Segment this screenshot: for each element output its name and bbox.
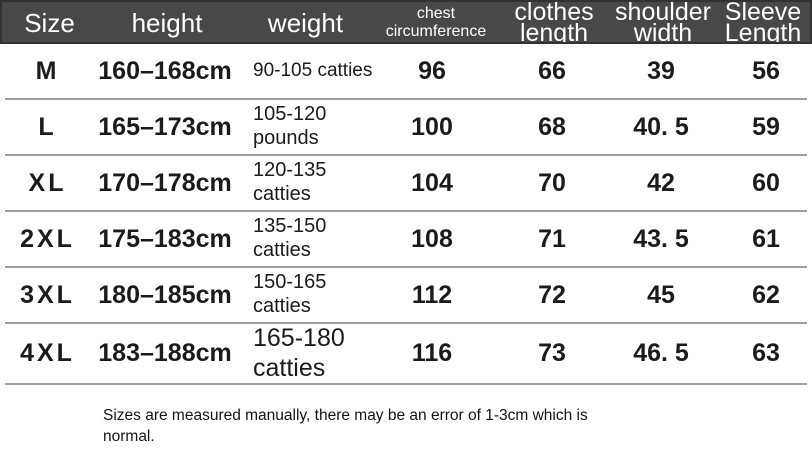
table-row: 2XL 175–183cm 135-150 catties 108 71 43.…	[0, 212, 812, 266]
cell-sleeve: 60	[752, 168, 780, 197]
table-row: XL 170–178cm 120-135 catties 104 70 42 6…	[0, 156, 812, 210]
row-divider	[5, 322, 807, 324]
cell-clothes: 68	[538, 112, 566, 141]
cell-chest: 104	[411, 168, 453, 197]
cell-clothes: 73	[538, 339, 566, 367]
column-header-weight: weight	[267, 7, 344, 38]
cell-size: 4XL	[20, 339, 75, 367]
cell-size: L	[38, 112, 57, 141]
row-divider	[5, 98, 807, 100]
measurement-disclaimer: Sizes are measured manually, there may b…	[103, 407, 588, 446]
cell-height: 170–178cm	[98, 168, 232, 197]
cell-sleeve: 61	[752, 224, 780, 253]
cell-clothes: 66	[538, 56, 566, 85]
cell-sleeve: 63	[752, 339, 780, 367]
cell-chest: 108	[411, 224, 453, 253]
cell-height: 160–168cm	[98, 56, 232, 85]
cell-shoulder: 43. 5	[633, 224, 689, 253]
cell-size: 2XL	[20, 224, 75, 253]
table-row: M 160–168cm 90-105 catties 96 66 39 56	[0, 44, 812, 98]
table-row: L 165–173cm 105-120 pounds 100 68 40. 5 …	[0, 100, 812, 154]
cell-sleeve: 62	[752, 280, 780, 309]
cell-size: 3XL	[20, 280, 75, 309]
column-header-shoulder-width: shoulder width	[615, 0, 711, 44]
cell-shoulder: 39	[647, 56, 675, 85]
row-divider	[5, 383, 807, 385]
table-row: 4XL 183–188cm 165-180 catties 116 73 46.…	[0, 324, 812, 383]
cell-weight: 105-120 pounds	[253, 103, 327, 149]
column-header-sleeve-length: Sleeve Length	[724, 0, 802, 44]
cell-weight: 165-180 catties	[253, 324, 345, 382]
cell-sleeve: 59	[752, 112, 780, 141]
column-header-chest-circumference: chest circumference	[385, 5, 487, 40]
cell-size: XL	[28, 168, 67, 197]
cell-clothes: 70	[538, 168, 566, 197]
cell-chest: 96	[418, 56, 446, 85]
cell-chest: 100	[411, 112, 453, 141]
column-header-clothes-length: clothes length	[514, 0, 594, 44]
cell-chest: 112	[411, 280, 453, 309]
size-chart-header-row: Size height weight chest circumference c…	[0, 0, 812, 44]
row-divider	[5, 210, 807, 212]
cell-sleeve: 56	[752, 56, 780, 85]
cell-shoulder: 40. 5	[633, 112, 689, 141]
cell-height: 180–185cm	[98, 280, 232, 309]
cell-height: 175–183cm	[98, 224, 232, 253]
column-header-size: Size	[24, 7, 75, 38]
cell-shoulder: 46. 5	[633, 339, 689, 367]
cell-weight: 135-150 catties	[253, 215, 327, 261]
cell-weight: 150-165 catties	[253, 271, 327, 317]
column-header-height: height	[131, 7, 203, 38]
row-divider	[5, 154, 807, 156]
cell-size: M	[35, 56, 60, 85]
cell-shoulder: 42	[647, 168, 675, 197]
cell-clothes: 71	[538, 224, 566, 253]
cell-chest: 116	[411, 339, 453, 367]
cell-clothes: 72	[538, 280, 566, 309]
table-row: 3XL 180–185cm 150-165 catties 112 72 45 …	[0, 268, 812, 322]
cell-weight: 120-135 catties	[253, 159, 327, 205]
cell-weight: 90-105 catties	[253, 59, 373, 81]
cell-height: 165–173cm	[98, 112, 232, 141]
cell-height: 183–188cm	[98, 339, 232, 367]
cell-shoulder: 45	[647, 280, 675, 309]
row-divider	[5, 266, 807, 268]
